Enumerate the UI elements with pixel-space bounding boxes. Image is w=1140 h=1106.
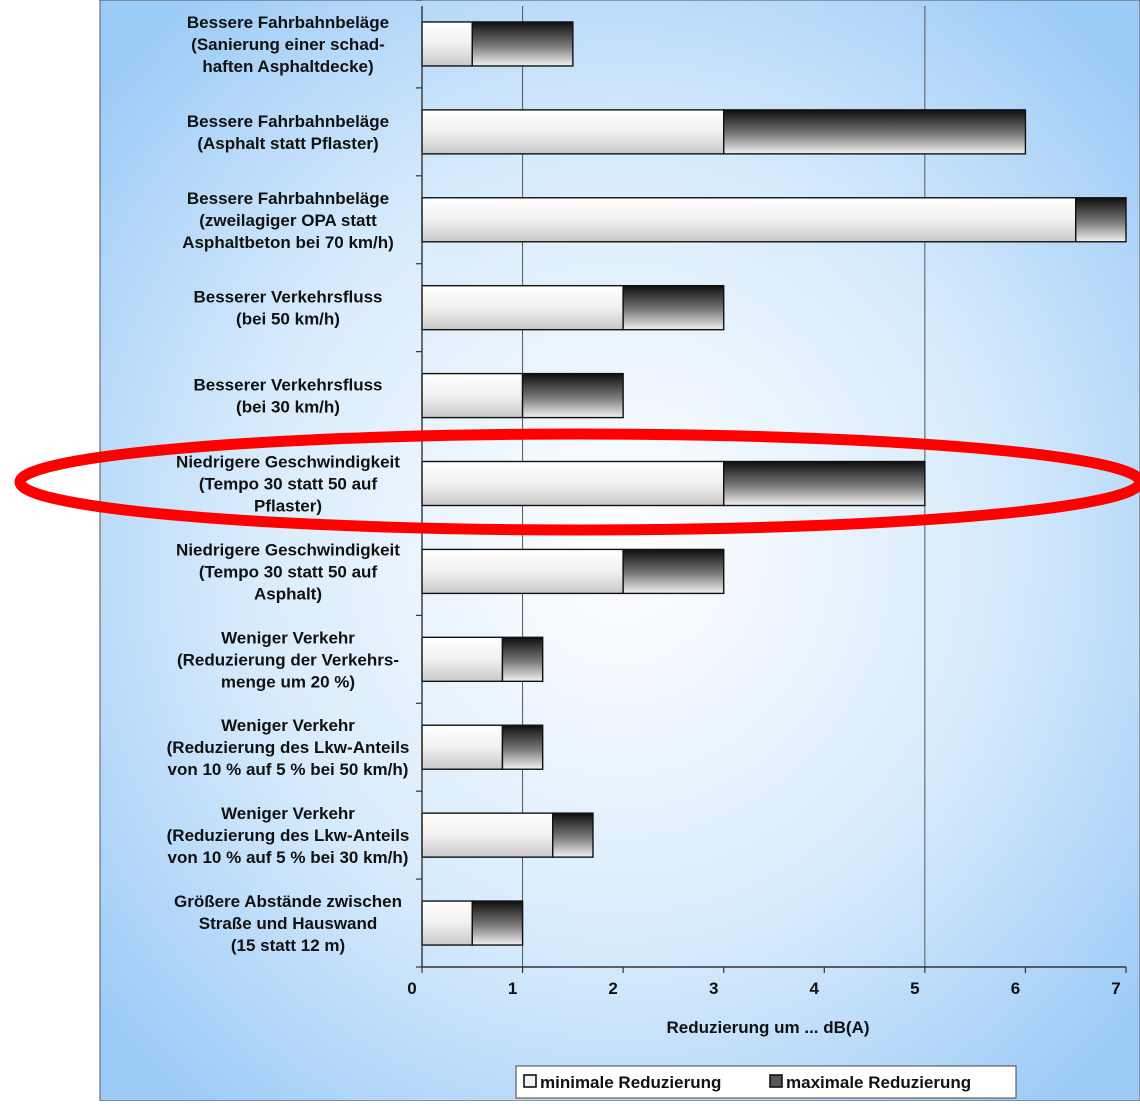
x-tick-label: 2 (608, 979, 617, 998)
legend-box (515, 1065, 1017, 1099)
bar-min (421, 197, 1077, 243)
category-label-line: Weniger Verkehr (221, 804, 355, 823)
bar-max (552, 812, 594, 858)
bar-min (421, 812, 554, 858)
legend-max-swatch (769, 1074, 783, 1088)
category-label-line: Bessere Fahrbahnbeläge (187, 13, 389, 32)
category-label-line: (Tempo 30 statt 50 auf (199, 562, 378, 581)
category-labels: Bessere Fahrbahnbeläge (Sanierung einer s… (167, 13, 410, 955)
bar-min (421, 284, 624, 331)
bar-min (421, 372, 524, 419)
category-label-line: menge um 20 %) (221, 672, 355, 691)
bar-max (622, 548, 725, 595)
category-label-line: von 10 % auf 5 % bei 50 km/h) (168, 760, 409, 779)
legend-max-label: maximale Reduzierung (786, 1073, 971, 1092)
bar-min (421, 460, 725, 507)
category-label-line: Weniger Verkehr (221, 628, 355, 647)
bar-min (421, 109, 725, 155)
bar-max (723, 460, 926, 507)
category-label-line: haften Asphaltdecke) (202, 57, 373, 76)
category-label-line: von 10 % auf 5 % bei 30 km/h) (168, 848, 409, 867)
category-label-line: (Reduzierung des Lkw-Anteils (167, 826, 410, 845)
bar-min (421, 636, 504, 683)
category-label-line: Asphalt) (254, 584, 322, 603)
x-tick-label: 5 (910, 979, 919, 998)
bar-max (501, 724, 544, 770)
category-label-line: (Reduzierung der Verkehrs- (177, 650, 399, 669)
bar-max (471, 900, 524, 946)
x-tick-label: 3 (709, 979, 718, 998)
bar-min (421, 21, 473, 67)
bar-max (723, 109, 1027, 155)
legend: minimale Reduzierung maximale Reduzierun… (515, 1065, 1017, 1099)
x-tick-label: 4 (810, 979, 820, 998)
bar-max (1075, 197, 1127, 243)
bar-min (421, 548, 624, 595)
highlight-ellipse (14, 428, 1140, 536)
category-label-line: Bessere Fahrbahnbeläge (187, 189, 389, 208)
category-label-line: (Reduzierung des Lkw-Anteils (167, 738, 410, 757)
bars-layer (416, 0, 1127, 968)
category-label-line: Straße und Hauswand (199, 914, 378, 933)
category-label-line: (Tempo 30 statt 50 auf (199, 475, 378, 494)
category-label-line: Pflaster) (254, 497, 322, 516)
legend-min-label: minimale Reduzierung (540, 1073, 721, 1092)
bar-max (471, 21, 574, 67)
category-label-line: Niedrigere Geschwindigkeit (176, 453, 400, 472)
category-label-line: (bei 50 km/h) (236, 310, 340, 329)
x-tick-label: 6 (1011, 979, 1020, 998)
legend-min-swatch (523, 1074, 537, 1088)
category-label-line: (zweilagiger OPA statt (199, 211, 377, 230)
x-tick-labels: 0 1 2 3 4 5 6 7 (407, 967, 1127, 998)
category-label-line: (15 statt 12 m) (231, 936, 345, 955)
x-axis-title: Reduzierung um ... dB(A) (666, 1018, 869, 1037)
category-label-line: Besserer Verkehrsfluss (193, 376, 382, 395)
category-label-line: Größere Abstände zwischen (174, 892, 402, 911)
bar-max (521, 372, 624, 419)
x-tick-label: 1 (508, 979, 517, 998)
category-label-line: (Sanierung einer schad- (191, 35, 385, 54)
bar-max (501, 636, 544, 683)
bar-min (421, 724, 504, 770)
category-label-line: (Asphalt statt Pflaster) (197, 134, 378, 153)
category-label-line: Asphaltbeton bei 70 km/h) (182, 233, 394, 252)
bar-max (622, 284, 725, 331)
x-tick-label: 7 (1111, 979, 1120, 998)
category-label-line: Besserer Verkehrsfluss (193, 288, 382, 307)
x-tick-label: 0 (407, 979, 416, 998)
category-label-line: Bessere Fahrbahnbeläge (187, 112, 389, 131)
category-label-line: Weniger Verkehr (221, 716, 355, 735)
category-label-line: Niedrigere Geschwindigkeit (176, 540, 400, 559)
category-label-line: (bei 30 km/h) (236, 398, 340, 417)
bar-min (421, 900, 473, 946)
